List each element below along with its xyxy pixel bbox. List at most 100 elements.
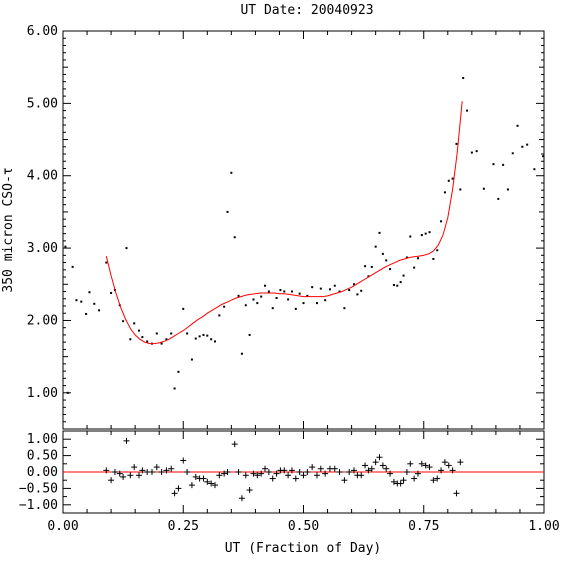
data-point — [440, 220, 443, 223]
data-point — [75, 299, 78, 302]
data-point — [370, 265, 373, 268]
data-point — [306, 294, 309, 297]
residual-point — [300, 472, 307, 479]
residual-point — [254, 472, 261, 479]
y-axis-label: 350 micron CSO-τ — [1, 167, 16, 292]
data-point — [194, 337, 197, 340]
data-point — [319, 287, 322, 290]
residual-point — [108, 477, 115, 484]
top-y-tick-label: 2.00 — [27, 313, 58, 328]
data-point — [170, 332, 173, 335]
data-point — [256, 302, 259, 305]
data-point — [122, 320, 125, 323]
top-plot-frame — [62, 30, 545, 430]
residual-point — [438, 467, 445, 474]
top-axis-ticks — [62, 30, 545, 430]
data-point — [381, 252, 384, 255]
residual-point — [192, 473, 199, 480]
data-point — [141, 336, 144, 339]
residual-point — [422, 462, 429, 469]
residual-point — [250, 470, 257, 477]
data-point — [260, 295, 263, 298]
residual-point — [368, 465, 375, 472]
residual-points — [103, 437, 464, 502]
data-point — [432, 257, 435, 260]
residual-point — [387, 470, 394, 477]
data-point — [129, 338, 132, 341]
residual-point — [258, 470, 265, 477]
residual-point — [116, 470, 123, 477]
data-point — [492, 163, 495, 166]
top-y-tick-label: 6.00 — [27, 24, 58, 39]
residual-point — [457, 459, 464, 466]
data-point — [264, 284, 267, 287]
data-point — [64, 245, 67, 248]
residual-y-tick-label: 0.00 — [27, 465, 58, 480]
data-point — [110, 291, 113, 294]
residual-point — [208, 480, 215, 487]
chart-title: UT Date: 20040923 — [240, 3, 373, 18]
data-point — [275, 297, 278, 300]
x-tick-label: 0.00 — [47, 519, 78, 534]
data-point — [436, 249, 439, 252]
residual-point — [313, 472, 320, 479]
residual-point — [285, 472, 292, 479]
data-point — [182, 307, 185, 310]
data-point — [511, 152, 514, 155]
data-point — [360, 289, 363, 292]
x-tick-labels: 0.00 0.25 0.50 0.75 1.00 — [47, 519, 559, 534]
residual-point — [400, 477, 407, 484]
data-point — [279, 289, 282, 292]
residual-point — [288, 467, 295, 474]
residual-point — [426, 464, 433, 471]
residual-point — [418, 460, 425, 467]
data-point — [328, 288, 331, 291]
data-point — [240, 352, 243, 355]
residual-point — [127, 472, 134, 479]
data-point — [218, 314, 221, 317]
data-point — [137, 329, 140, 332]
data-point — [71, 265, 74, 268]
data-point — [311, 286, 314, 289]
residual-point — [171, 490, 178, 497]
residual-y-tick-label: 1.00 — [27, 432, 58, 447]
residual-point — [383, 465, 390, 472]
data-point — [396, 284, 399, 287]
residual-point — [445, 462, 452, 469]
top-data-points — [64, 77, 545, 394]
residual-point — [411, 475, 418, 482]
data-point — [416, 257, 419, 260]
residual-y-tick-label: 0.50 — [27, 449, 58, 464]
residual-point — [246, 487, 253, 494]
data-point — [459, 188, 462, 191]
fit-curve — [105, 101, 463, 345]
residual-point — [322, 470, 329, 477]
residual-point — [403, 469, 410, 475]
data-point — [160, 342, 163, 345]
data-point — [244, 304, 247, 307]
data-point — [356, 293, 359, 296]
data-point — [497, 197, 500, 200]
data-point — [413, 266, 416, 269]
data-point — [85, 312, 88, 315]
data-point — [533, 168, 536, 171]
residual-point — [296, 469, 303, 475]
data-point — [223, 305, 226, 308]
residual-point — [168, 465, 175, 472]
data-point — [455, 142, 458, 145]
residual-point — [397, 480, 404, 487]
residual-y-tick-labels: 1.00 0.500.00−0.50 −1.00 — [19, 432, 58, 513]
top-panel: 1.00 2.00 3.00 4.00 5.00 6.00 350 micron CSO-… — [1, 24, 545, 430]
data-point — [482, 187, 485, 190]
residual-point — [362, 462, 369, 469]
data-point — [88, 291, 91, 294]
data-point — [105, 261, 108, 264]
data-point — [378, 231, 381, 234]
data-point — [252, 298, 255, 301]
data-point — [125, 247, 128, 250]
residual-point — [390, 478, 397, 485]
data-point — [420, 234, 423, 237]
data-point — [233, 236, 236, 239]
residual-point — [224, 469, 231, 475]
residual-point — [200, 475, 207, 482]
